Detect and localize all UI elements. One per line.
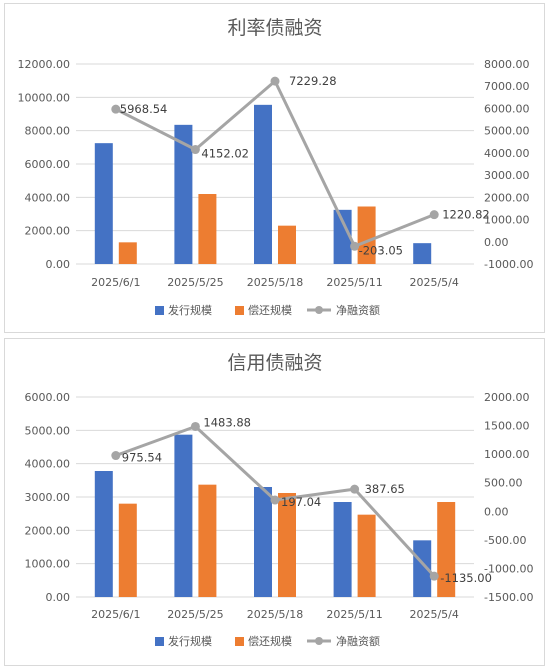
x-category-label: 2025/5/11 xyxy=(326,608,382,621)
x-category-label: 2025/5/18 xyxy=(247,276,303,289)
y-left-tick-label: 10000.00 xyxy=(18,91,71,104)
bar-repayment xyxy=(437,502,456,597)
net-financing-point xyxy=(111,451,121,461)
x-category-label: 2025/5/25 xyxy=(167,608,223,621)
x-category-label: 2025/5/11 xyxy=(326,276,382,289)
y-left-tick-label: 4000.00 xyxy=(25,458,71,471)
rate-bond-financing-chart: 利率债融资 0.00 2000.00 4000.00 6000.00 8000.00 100… xyxy=(18,17,534,317)
data-label: 7229.28 xyxy=(289,74,337,88)
bar-issuance xyxy=(254,487,272,597)
bar-repayment xyxy=(198,194,217,264)
bar-issuance xyxy=(333,502,352,597)
legend-label: 净融资额 xyxy=(336,303,380,317)
data-label: 197.04 xyxy=(281,495,321,509)
data-label: -1135.00 xyxy=(440,571,492,585)
y-left-tick-label: 12000.00 xyxy=(18,58,71,71)
bar-repayment xyxy=(118,503,137,597)
y-left-tick-label: 6000.00 xyxy=(25,158,71,171)
y-right-tick-label: 7000.00 xyxy=(484,80,530,93)
legend-swatch xyxy=(235,306,244,315)
y-right-tick-label: 1000.00 xyxy=(484,214,530,227)
data-label: 387.65 xyxy=(365,482,405,496)
y-right-tick-label: 5000.00 xyxy=(484,125,530,138)
chart-title: 信用债融资 xyxy=(227,352,322,374)
y-left-tick-label: 8000.00 xyxy=(25,125,71,138)
bar-issuance xyxy=(174,434,193,597)
y-right-tick-label: -1000.00 xyxy=(484,258,533,271)
y-right-tick-label: 4000.00 xyxy=(484,147,530,160)
y-right-tick-label: 0.00 xyxy=(484,505,509,518)
y-left-tick-label: 6000.00 xyxy=(25,391,71,404)
legend-label: 发行规模 xyxy=(168,303,212,317)
bar-issuance xyxy=(413,540,432,597)
net-financing-point xyxy=(270,76,280,86)
y-right-tick-label: 6000.00 xyxy=(484,102,530,115)
net-financing-point xyxy=(270,495,280,505)
net-financing-point xyxy=(190,421,200,431)
data-label: 1220.82 xyxy=(442,208,490,222)
y-left-tick-label: 4000.00 xyxy=(25,191,71,204)
chart-panel-credit-bonds: 信用债融资 0.00 1000.00 2000.00 3000.00 4000.00 500… xyxy=(4,338,545,666)
credit-bond-financing-chart: 信用债融资 0.00 1000.00 2000.00 3000.00 4000.00 500… xyxy=(25,352,534,648)
y-right-tick-label: -1000.00 xyxy=(484,562,533,575)
bar-issuance xyxy=(254,104,272,264)
y-right-tick-label: 0.00 xyxy=(484,236,509,249)
y-right-tick-label: 2000.00 xyxy=(484,191,530,204)
legend-label: 净融资额 xyxy=(336,634,380,648)
y-left-tick-label: 3000.00 xyxy=(25,491,71,504)
bar-repayment xyxy=(357,514,376,597)
legend-marker xyxy=(315,306,323,314)
net-financing-point xyxy=(429,571,439,581)
bar-issuance xyxy=(333,209,352,264)
bar-repayment xyxy=(118,242,137,264)
bar-repayment xyxy=(357,206,376,264)
y-left-tick-label: 2000.00 xyxy=(25,524,71,537)
y-right-tick-label: -1500.00 xyxy=(484,591,533,604)
data-label: 4152.02 xyxy=(201,147,249,161)
chart-title: 利率债融资 xyxy=(227,17,322,39)
legend-swatch xyxy=(155,306,164,315)
net-financing-point xyxy=(350,484,360,494)
y-right-tick-label: 2000.00 xyxy=(484,391,530,404)
y-right-tick-label: 1500.00 xyxy=(484,420,530,433)
legend-swatch xyxy=(235,637,244,646)
bar-repayment xyxy=(278,225,296,264)
x-category-label: 2025/5/25 xyxy=(167,276,223,289)
x-category-label: 2025/5/18 xyxy=(247,608,303,621)
net-financing-point xyxy=(111,104,121,114)
net-financing-point xyxy=(429,210,439,220)
net-financing-point xyxy=(190,145,200,155)
legend-label: 发行规模 xyxy=(168,634,212,648)
y-right-tick-label: 1000.00 xyxy=(484,448,530,461)
x-category-label: 2025/5/4 xyxy=(409,276,458,289)
x-category-label: 2025/5/4 xyxy=(409,608,458,621)
y-left-tick-label: 5000.00 xyxy=(25,424,71,437)
net-financing-point xyxy=(350,241,360,251)
y-right-tick-label: 3000.00 xyxy=(484,169,530,182)
y-left-tick-label: 1000.00 xyxy=(25,558,71,571)
legend-marker xyxy=(315,637,323,645)
bar-repayment xyxy=(198,484,217,597)
y-right-tick-label: 500.00 xyxy=(484,477,523,490)
data-label: 5968.54 xyxy=(120,102,168,116)
x-category-label: 2025/6/1 xyxy=(91,608,140,621)
bar-issuance xyxy=(94,471,113,597)
legend-label: 偿还规模 xyxy=(248,634,292,648)
bar-issuance xyxy=(174,124,193,264)
y-left-tick-label: 2000.00 xyxy=(25,225,71,238)
data-label: 975.54 xyxy=(122,451,162,465)
bar-issuance xyxy=(94,143,113,264)
bar-repayment xyxy=(278,493,296,597)
x-category-label: 2025/6/1 xyxy=(91,276,140,289)
y-left-tick-label: 0.00 xyxy=(46,591,71,604)
y-right-tick-label: -500.00 xyxy=(484,534,526,547)
data-label: -203.05 xyxy=(359,243,403,257)
y-left-tick-label: 0.00 xyxy=(46,258,71,271)
y-right-tick-label: 8000.00 xyxy=(484,58,530,71)
legend-label: 偿还规模 xyxy=(248,303,292,317)
bar-issuance xyxy=(413,243,432,264)
legend-swatch xyxy=(155,637,164,646)
data-label: 1483.88 xyxy=(203,415,251,429)
chart-panel-rate-bonds: 利率债融资 0.00 2000.00 4000.00 6000.00 8000.00 100… xyxy=(4,3,545,333)
